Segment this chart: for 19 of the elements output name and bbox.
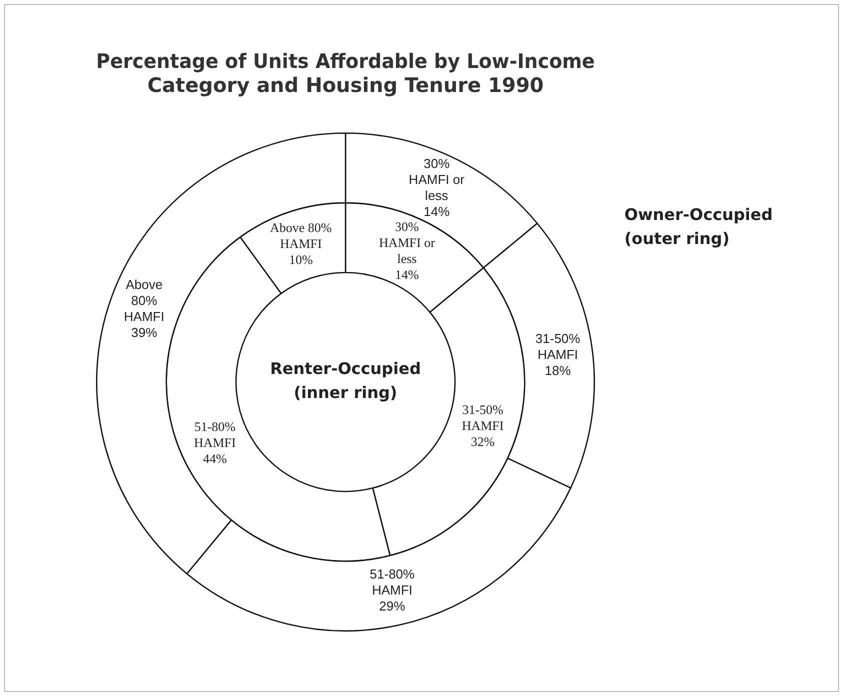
- data-label: 18%: [544, 362, 572, 378]
- data-label: 29%: [379, 598, 406, 614]
- category-label: 51-80% HAMFI: [194, 418, 236, 450]
- slice-label: Owner-Occupied (outer ring): [624, 204, 773, 248]
- data-label: 14%: [424, 204, 450, 219]
- slice-label: 51-80% HAMFI: [370, 566, 416, 598]
- data-label: 39%: [131, 325, 158, 340]
- slice-label: Renter-Occupied (inner ring): [270, 359, 421, 402]
- data-label: 44%: [202, 450, 227, 466]
- chart-title: Percentage of Units Affordable by Low-Income Category and Housing Tenure 1990: [96, 50, 595, 98]
- slice-label: 31-50% HAMFI: [535, 330, 581, 362]
- slice-label: Above 80% HAMFI: [124, 277, 164, 324]
- slice-label: Above 80% HAMFI: [270, 220, 332, 252]
- data-label: 10%: [288, 252, 313, 268]
- slice-label: 30% HAMFI or less: [408, 156, 466, 203]
- slice-label: 31-50% HAMFI: [462, 402, 504, 434]
- data-label: 14%: [395, 266, 420, 282]
- data-label: 32%: [470, 434, 495, 450]
- slice-label: 30% HAMFI or less: [378, 218, 436, 266]
